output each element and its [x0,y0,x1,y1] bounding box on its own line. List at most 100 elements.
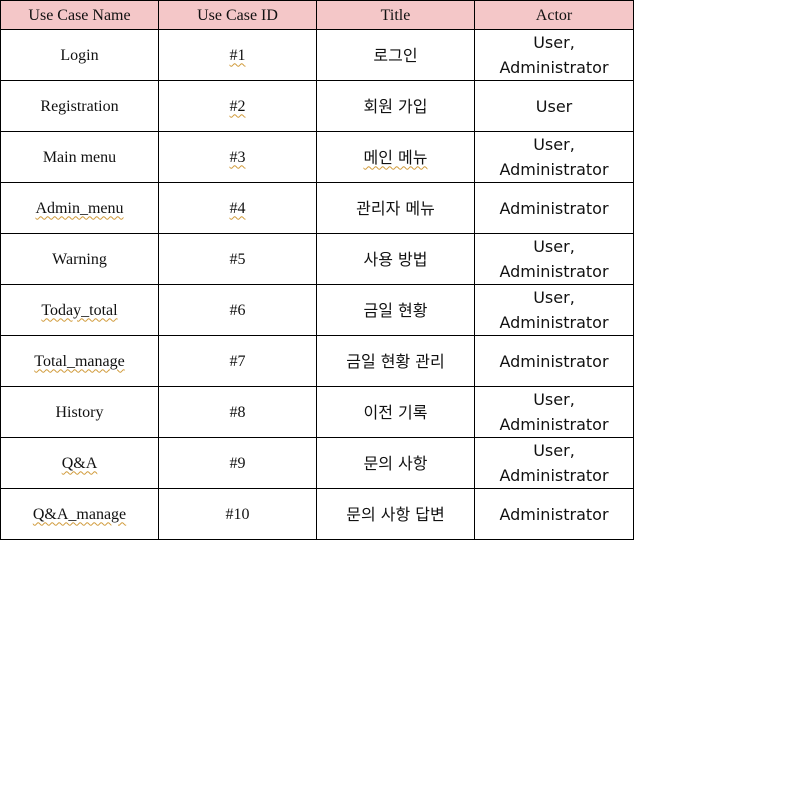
use-case-table: Use Case Name Use Case ID Title Actor Lo… [0,0,634,540]
use-case-id-text: #1 [229,46,246,64]
actor-text: Administrator [499,58,609,77]
cell-use-case-id: #4 [158,182,317,234]
cell-use-case-name: Main menu [0,131,159,183]
actor-text: Administrator [499,313,609,332]
actor-text: Administrator [499,262,609,281]
use-case-id-text: #4 [229,199,246,217]
use-case-id-text: #7 [229,352,246,370]
title-text: 사용 방법 [363,249,428,269]
cell-actor: User, Administrator [474,284,634,336]
use-case-name-text: Today_total [41,301,118,319]
cell-title: 금일 현황 [316,284,475,336]
table-row: Main menu #3 메인 메뉴 User, Administrator [0,131,634,183]
cell-use-case-id: #7 [158,335,317,387]
use-case-id-text: #8 [229,403,246,421]
use-case-id-text: #9 [229,454,246,472]
use-case-name-text: Total_manage [34,352,125,370]
use-case-id-text: #2 [229,97,246,115]
actor-text: User, [533,33,575,52]
cell-actor: User [474,80,634,132]
cell-use-case-name: Login [0,29,159,81]
cell-use-case-id: #1 [158,29,317,81]
title-text: 로그인 [373,45,418,65]
actor-text: Administrator [499,504,609,524]
title-text: 관리자 메뉴 [356,198,435,218]
actor-text: Administrator [499,351,609,371]
cell-use-case-name: Admin_menu [0,182,159,234]
use-case-name-text: Warning [52,250,107,268]
cell-title: 문의 사항 [316,437,475,489]
cell-use-case-id: #8 [158,386,317,438]
cell-actor: Administrator [474,335,634,387]
cell-use-case-name: Q&A_manage [0,488,159,540]
use-case-id-text: #5 [229,250,246,268]
title-text: 이전 기록 [363,402,428,422]
table-row: Q&A #9 문의 사항 User, Administrator [0,437,634,489]
cell-use-case-id: #6 [158,284,317,336]
table-row: Registration #2 회원 가입 User [0,80,634,132]
header-use-case-name: Use Case Name [0,0,159,30]
actor-text: User, [533,135,575,154]
use-case-id-text: #10 [225,505,250,523]
use-case-name-text: Q&A [61,454,98,472]
cell-actor: User, Administrator [474,386,634,438]
title-text: 회원 가입 [363,96,428,116]
table-row: Q&A_manage #10 문의 사항 답변 Administrator [0,488,634,540]
cell-use-case-id: #5 [158,233,317,285]
title-text: 메인 메뉴 [363,147,428,167]
table-header-row: Use Case Name Use Case ID Title Actor [0,0,634,30]
cell-use-case-id: #3 [158,131,317,183]
use-case-name-text: Q&A_manage [32,505,127,523]
cell-actor: User, Administrator [474,233,634,285]
title-text: 금일 현황 [363,300,428,320]
cell-actor: User, Administrator [474,131,634,183]
cell-actor: Administrator [474,182,634,234]
cell-use-case-id: #2 [158,80,317,132]
cell-use-case-name: Registration [0,80,159,132]
cell-use-case-name: Today_total [0,284,159,336]
actor-text: User, [533,237,575,256]
use-case-name-text: Login [60,46,99,64]
actor-text: User, [533,390,575,409]
cell-actor: User, Administrator [474,437,634,489]
header-use-case-id: Use Case ID [158,0,317,30]
cell-title: 로그인 [316,29,475,81]
cell-use-case-name: Warning [0,233,159,285]
cell-title: 메인 메뉴 [316,131,475,183]
cell-actor: Administrator [474,488,634,540]
use-case-name-text: History [55,403,104,421]
table-row: Today_total #6 금일 현황 User, Administrator [0,284,634,336]
actor-text: User [535,96,573,116]
cell-title: 금일 현황 관리 [316,335,475,387]
actor-text: Administrator [499,466,609,485]
table-row: Total_manage #7 금일 현황 관리 Administrator [0,335,634,387]
title-text: 문의 사항 [363,453,428,473]
table-row: Login #1 로그인 User, Administrator [0,29,634,81]
cell-use-case-name: Total_manage [0,335,159,387]
cell-title: 이전 기록 [316,386,475,438]
cell-use-case-name: Q&A [0,437,159,489]
header-title: Title [316,0,475,30]
table-row: Warning #5 사용 방법 User, Administrator [0,233,634,285]
use-case-name-text: Admin_menu [35,199,124,217]
title-text: 문의 사항 답변 [346,504,445,524]
actor-text: Administrator [499,160,609,179]
title-text: 금일 현황 관리 [346,351,445,371]
table-row: Admin_menu #4 관리자 메뉴 Administrator [0,182,634,234]
use-case-id-text: #6 [229,301,246,319]
use-case-name-text: Registration [40,97,119,115]
use-case-id-text: #3 [229,148,246,166]
use-case-name-text: Main menu [42,148,117,166]
actor-text: User, [533,441,575,460]
cell-title: 사용 방법 [316,233,475,285]
cell-title: 문의 사항 답변 [316,488,475,540]
header-actor: Actor [474,0,634,30]
cell-use-case-id: #9 [158,437,317,489]
cell-title: 회원 가입 [316,80,475,132]
actor-text: User, [533,288,575,307]
table-row: History #8 이전 기록 User, Administrator [0,386,634,438]
cell-use-case-id: #10 [158,488,317,540]
cell-actor: User, Administrator [474,29,634,81]
table-body: Login #1 로그인 User, Administrator Registration… [0,29,634,540]
